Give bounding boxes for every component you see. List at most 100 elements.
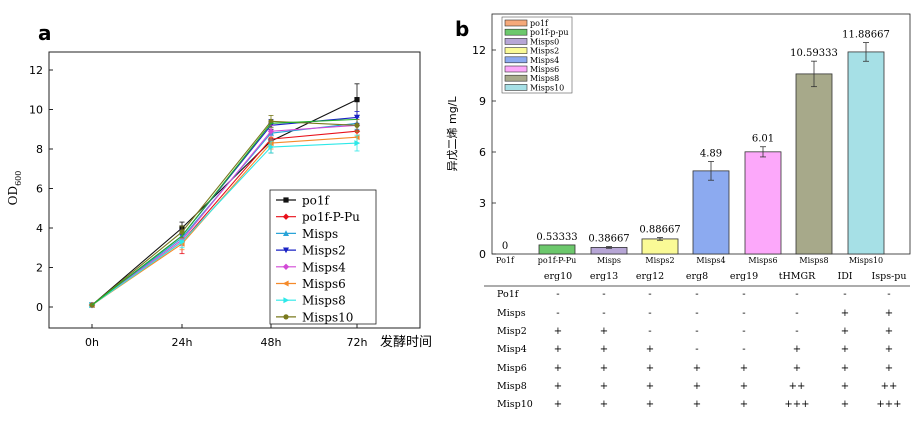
bar-group-Misps: 0.38667 Misps [588,234,629,265]
table-cell: + [841,344,849,355]
table-cell: + [740,399,748,410]
table-column-header: erg19 [730,271,758,282]
plot-b-bars: 0 Po1f 0.53333 po1f-P-Pu 0.38667 Misps 0.88667… [496,30,890,265]
legend-a-item: po1f-P-Pu [276,210,360,224]
x-tick-label: 24h [172,336,193,349]
bar-value-label: 11.88667 [842,30,890,41]
table-cell: - [556,289,559,300]
table-cell: - [742,289,745,300]
table-cell: + [841,363,849,374]
plot-b-ylabel: 异戊二烯 mg/L [446,96,459,172]
legend-b-item: Misps10 [504,83,564,92]
y-tick-label: 6 [479,146,486,159]
legend-swatch-marker [282,263,290,270]
table-cell: - [648,289,651,300]
legend-a-label: Misps2 [302,244,346,258]
bar-value-label: 6.01 [752,134,774,145]
table-cell: + [554,363,562,374]
y-tick-label: 0 [36,301,43,314]
plot-a-ylabel: OD600 [6,171,23,206]
table-cell: - [695,289,698,300]
series-line [91,136,358,306]
data-point [354,122,360,128]
table-cell: + [554,399,562,410]
legend-swatch-marker [283,197,289,203]
table-cell: + [885,344,893,355]
bar [641,238,679,255]
table-cell: - [695,326,698,337]
table-row-label: Misp6 [497,363,527,374]
table-row: Misp10 + + + + + +++ + +++ [497,399,902,410]
table-cell: +++ [876,399,901,410]
table-cell: + [600,381,608,392]
bar-category-label: Misps [597,256,621,265]
svg-text:OD600: OD600 [6,171,23,206]
panel-b-label: b [455,17,469,41]
bar-value-label: 0.38667 [588,234,629,245]
legend-a-item: Misps2 [276,244,346,258]
bar-value-label: 10.59333 [790,48,838,59]
table-row: Po1f - - - - - - - - [497,289,891,300]
table-row: Misp2 + + - - - - + + [497,326,893,337]
table-cell: + [693,363,701,374]
table-cell: - [742,344,745,355]
gene-table: erg10 erg13 erg12 erg8 erg19 tHMGR IDI Isps-pu … [484,271,910,410]
table-cell: + [646,344,654,355]
table-body: Po1f - - - - - - - -Misps - - - - - - + +Misp2 + + - - - - + +Mi… [497,289,902,410]
table-cell: + [885,308,893,319]
y-tick-label: 3 [479,197,486,210]
bar-category-label: Misps10 [849,256,883,265]
table-row-label: Po1f [497,289,520,300]
legend-a-label: Misps6 [302,277,346,291]
table-cell: + [554,344,562,355]
table-cell: + [885,363,893,374]
table-cell: - [602,289,605,300]
table-column-header: erg13 [590,271,618,282]
table-cell: - [843,289,846,300]
table-cell: + [740,381,748,392]
table-cell: + [693,399,701,410]
legend-b-label: Misps0 [530,37,559,46]
series-line [91,124,358,306]
legend-swatch [504,65,528,73]
legend-swatch-marker [282,280,289,287]
legend-b-item: Misps0 [504,37,559,46]
bar-category-label: po1f-P-Pu [538,256,577,265]
legend-b-label: po1f [530,19,549,28]
legend-a-item: po1f [276,194,331,208]
table-cell: - [695,308,698,319]
y-tick-label: 2 [36,262,43,275]
legend-swatch-marker [283,230,289,236]
table-row-label: Misp4 [497,344,527,355]
legend-b-label: Misps2 [530,47,559,56]
legend-swatch [504,56,528,64]
legend-swatch-marker [283,247,289,254]
table-cell: + [841,326,849,337]
table-cell: - [648,308,651,319]
table-cell: - [742,326,745,337]
series-line [91,99,358,306]
table-column-header: erg12 [636,271,664,282]
table-cell: + [793,344,801,355]
table-header: erg10 erg13 erg12 erg8 erg19 tHMGR IDI Isps-pu [544,271,907,282]
table-cell: - [887,289,890,300]
data-point [179,229,185,235]
bar-category-label: Misps8 [799,256,828,265]
table-cell: + [600,326,608,337]
data-point [354,140,361,147]
x-tick-label: 72h [347,336,368,349]
legend-b-label: Misps10 [530,83,564,92]
table-cell: + [885,326,893,337]
table-row: Misp6 + + + + + + + + [497,363,893,374]
table-column-header: erg10 [544,271,572,282]
y-tick-label: 10 [29,104,43,117]
legend-swatch-marker [283,297,290,304]
table-row-label: Misp8 [497,381,527,392]
bar-value-label: 4.89 [700,149,722,160]
x-tick-label: 0h [85,336,99,349]
legend-a-label: po1f-P-Pu [302,210,360,224]
bar [692,170,730,255]
plot-a-ticks: 0 2 4 6 8 10 12 0h 24h 48h 72h [29,64,368,349]
